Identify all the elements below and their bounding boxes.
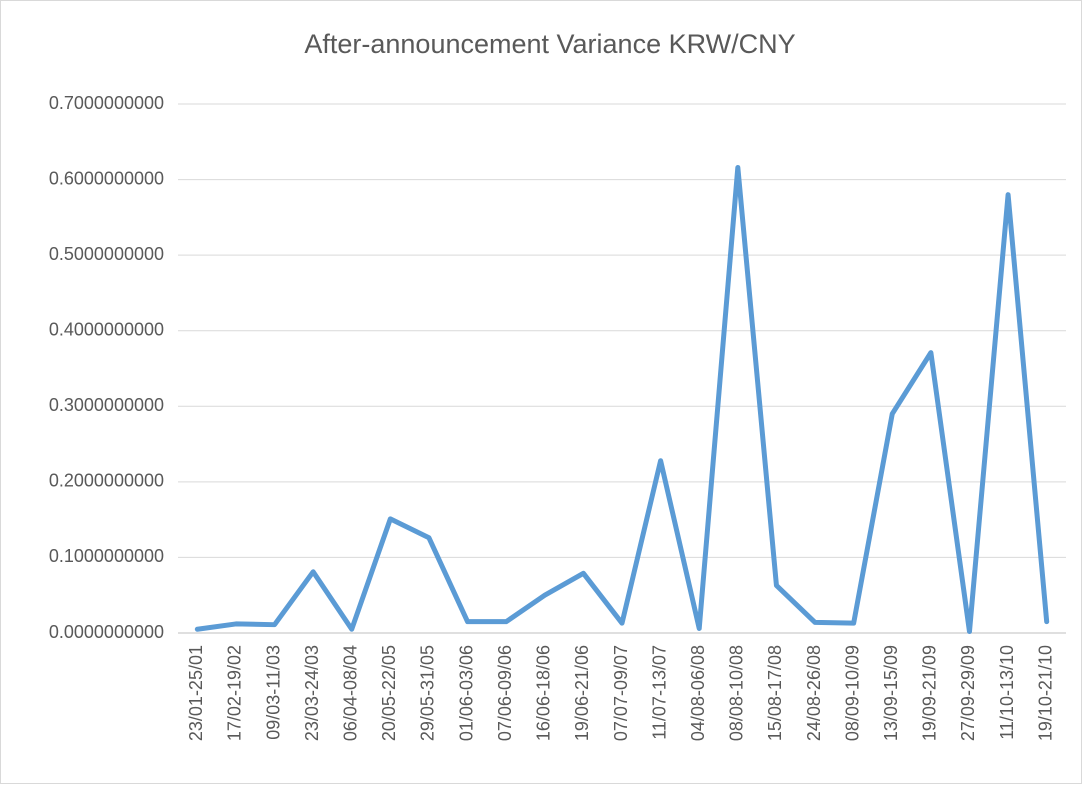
x-tick-label: 16/06-18/06 — [534, 645, 554, 741]
x-tick-label: 17/02-19/02 — [225, 645, 245, 741]
x-tick-label: 08/08-10/08 — [727, 645, 747, 741]
data-line — [194, 164, 1050, 634]
x-tick-label: 09/03-11/03 — [263, 645, 283, 740]
x-tick-label: 24/08-26/08 — [804, 645, 824, 741]
x-tick-label: 27/09-29/09 — [958, 645, 978, 741]
x-tick-label: 07/07-09/07 — [611, 645, 631, 741]
y-tick-label: 0.6000000000 — [49, 168, 164, 188]
x-tick-label: 20/05-22/05 — [379, 645, 399, 741]
y-tick-label: 0.0000000000 — [49, 622, 164, 642]
x-tick-label: 04/08-06/08 — [688, 645, 708, 741]
y-tick-label: 0.2000000000 — [49, 471, 164, 491]
x-tick-label: 23/01-25/01 — [186, 645, 206, 741]
y-tick-label: 0.4000000000 — [49, 319, 164, 339]
x-tick-label: 11/10-13/10 — [997, 645, 1017, 740]
chart-title: After-announcement Variance KRW/CNY — [304, 29, 795, 59]
x-tick-label: 01/06-03/06 — [456, 645, 476, 741]
x-tick-label: 19/06-21/06 — [572, 645, 592, 741]
x-tick-label: 23/03-24/03 — [302, 645, 322, 741]
x-tick-label: 13/09-15/09 — [881, 645, 901, 741]
x-tick-label: 19/09-21/09 — [920, 645, 940, 741]
x-tick-label: 19/10-21/10 — [1035, 645, 1055, 741]
x-tick-label: 29/05-31/05 — [418, 645, 438, 741]
x-tick-label: 15/08-17/08 — [765, 645, 785, 741]
x-tick-label: 08/09-10/09 — [842, 645, 862, 741]
x-tick-label: 07/06-09/06 — [495, 645, 515, 741]
y-tick-label: 0.7000000000 — [49, 93, 164, 113]
x-tick-label: 06/04-08/04 — [340, 645, 360, 741]
x-tick-label: 11/07-13/07 — [649, 645, 669, 740]
y-tick-label: 0.3000000000 — [49, 395, 164, 415]
y-tick-label: 0.5000000000 — [49, 244, 164, 264]
y-tick-label: 0.1000000000 — [49, 546, 164, 566]
